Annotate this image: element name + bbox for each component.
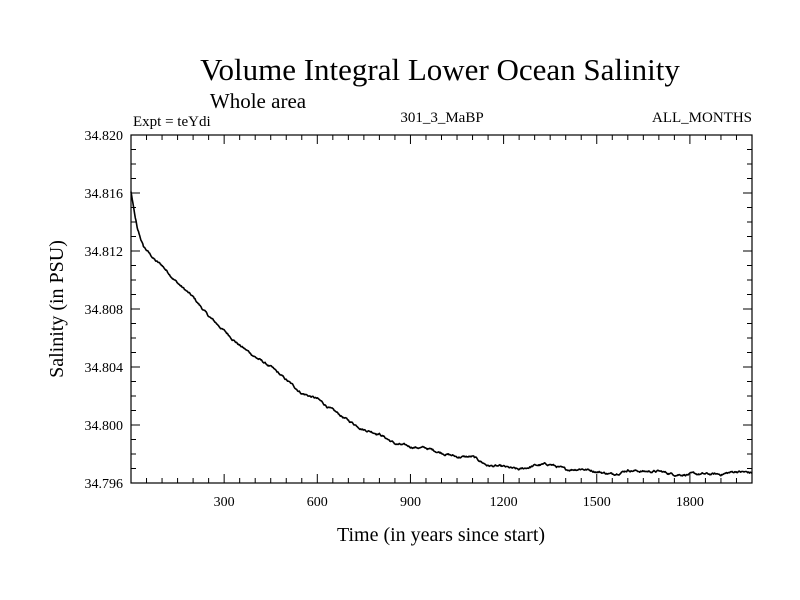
months-label: ALL_MONTHS	[652, 110, 752, 126]
y-tick-label: 34.796	[85, 477, 124, 492]
chart-subtitle: Whole area	[210, 89, 307, 113]
y-tick-label: 34.808	[85, 303, 124, 318]
experiment-label: Expt = teYdi	[133, 114, 211, 130]
salinity-series-line	[130, 191, 753, 477]
plot-frame	[130, 134, 753, 484]
y-tick-label: 34.820	[85, 129, 124, 144]
x-axis-tick-labels: 300 600 900 1200 1500 1800	[214, 495, 704, 510]
chart-title: Volume Integral Lower Ocean Salinity	[200, 52, 680, 87]
x-tick-label: 600	[307, 495, 328, 510]
x-tick-label: 1500	[583, 495, 611, 510]
x-axis-ticks	[146, 135, 737, 483]
y-tick-label: 34.804	[85, 361, 124, 376]
y-axis-ticks	[131, 149, 752, 469]
y-tick-label: 34.812	[85, 245, 124, 260]
y-axis-label: Salinity (in PSU)	[46, 240, 68, 378]
y-axis-tick-labels: 34.796 34.800 34.804 34.808 34.812 34.816 34.8…	[85, 129, 124, 492]
x-tick-label: 300	[214, 495, 235, 510]
x-tick-label: 1800	[676, 495, 704, 510]
x-tick-label: 1200	[490, 495, 518, 510]
x-tick-label: 900	[400, 495, 421, 510]
run-label: 301_3_MaBP	[400, 110, 483, 126]
x-axis-label: Time (in years since start)	[337, 524, 545, 546]
y-tick-label: 34.816	[85, 187, 124, 202]
y-tick-label: 34.800	[85, 419, 124, 434]
